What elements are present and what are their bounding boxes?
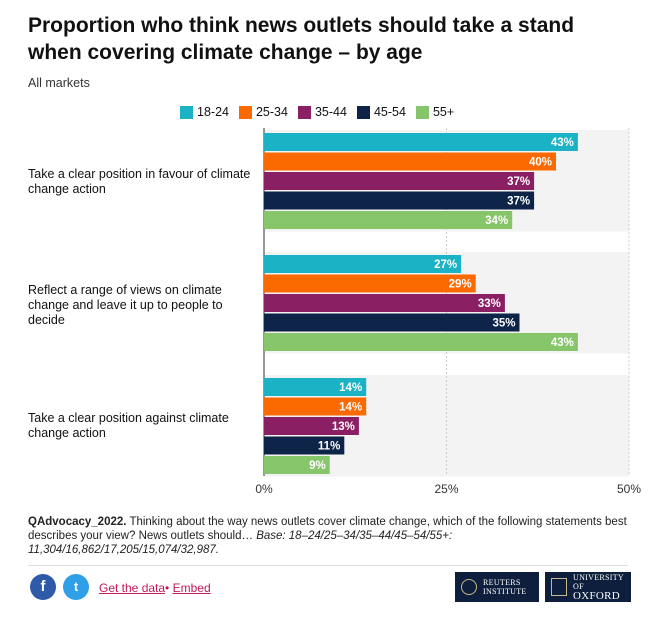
reuters-seal-icon [461,579,477,595]
bar-value-label-2-35-44: 13% [332,421,355,433]
reuters-line2: INSTITUTE [483,587,527,596]
bar-value-label-1-45-54: 35% [492,318,515,330]
legend: 18-24 25-34 35-44 45-54 55+ [180,104,454,120]
legend-item-45-54[interactable]: 45-54 [356,105,406,119]
footnote: QAdvocacy_2022. Thinking about the way n… [28,515,628,557]
get-the-data-link[interactable]: Get the data [99,581,166,595]
footer-links: Get the data• Embed [99,581,211,595]
bar-2-18-24[interactable] [264,378,367,396]
x-tick-label-1: 25% [434,482,458,496]
reuters-line1: REUTERS [483,578,521,587]
bar-0-45-54[interactable] [264,191,535,210]
category-label-favour: Take a clear position in favour of clima… [28,167,251,196]
bar-1-25-34[interactable] [264,274,476,293]
oxford-logo-text: UNIVERSITY OF OXFORD [573,573,625,602]
bar-value-label-1-18-24: 27% [434,259,457,271]
legend-label-35-44: 35-44 [314,105,347,119]
bar-value-label-2-18-24: 14% [339,382,362,394]
chart-title: Proportion who think news outlets should… [28,14,575,64]
bar-value-label-0-18-24: 43% [551,137,574,149]
chart-subtitle: All markets [28,76,90,90]
reuters-institute-logo[interactable]: REUTERS INSTITUTE [455,572,539,602]
legend-swatch-45-54 [356,105,370,119]
embed-link[interactable]: Embed [172,581,211,595]
legend-swatch-18-24 [180,105,193,119]
bar-1-55+[interactable] [264,333,578,351]
legend-label-18-24: 18-24 [197,105,229,119]
bar-0-55+[interactable] [264,211,513,229]
category-label-range: Reflect a range of views on climate chan… [28,283,223,327]
bar-1-45-54[interactable] [264,313,520,332]
link-separator: • [165,581,170,595]
bar-value-label-0-45-54: 37% [507,196,530,208]
legend-swatch-35-44 [297,105,311,119]
bar-0-25-34[interactable] [264,152,556,171]
category-label-against: Take a clear position against climate ch… [28,411,229,440]
legend-item-55-plus[interactable]: 55+ [415,105,455,119]
footnote-question-id: QAdvocacy_2022. [28,516,127,528]
legend-label-55-plus: 55+ [432,105,455,119]
bar-1-18-24[interactable] [264,255,462,273]
bar-value-label-0-25-34: 40% [529,157,552,169]
x-tick-label-2: 50% [617,482,641,496]
bar-chart: 43% 40% 37% 37% 34% 27% 29% 33% 35% 43% 14% 14% 13% 1… [255,128,641,496]
bar-0-35-44[interactable] [264,172,535,190]
twitter-icon[interactable]: t [63,574,89,600]
facebook-icon[interactable]: f [30,574,56,600]
bar-value-label-2-25-34: 14% [339,402,362,414]
bar-2-55+[interactable] [264,456,330,474]
legend-label-45-54: 45-54 [373,105,406,119]
footnote-question-text: Thinking about the way news outlets cove… [28,516,627,542]
bar-2-25-34[interactable] [264,397,367,416]
x-tick-label-0: 0% [255,482,273,496]
footer-divider [28,565,628,566]
footnote-base: Base: 18–24/25–34/35–44/45–54/55+: 11,30… [28,530,453,556]
bar-value-label-1-25-34: 29% [449,279,472,291]
bar-1-35-44[interactable] [264,294,505,312]
legend-swatch-25-34 [238,105,252,119]
bar-value-label-1-35-44: 33% [478,298,501,310]
bar-value-label-0-35-44: 37% [507,176,530,188]
bar-value-label-0-55+: 34% [485,215,508,227]
legend-swatch-55-plus [415,105,429,119]
legend-item-35-44[interactable]: 35-44 [297,105,347,119]
bar-value-label-1-55+: 43% [551,337,574,349]
bar-value-label-2-55+: 9% [309,460,326,472]
bar-2-45-54[interactable] [264,436,345,455]
legend-item-25-34[interactable]: 25-34 [238,105,288,119]
reuters-logo-text: REUTERS INSTITUTE [483,578,527,596]
oxford-line1: UNIVERSITY OF [573,572,624,591]
legend-label-25-34: 25-34 [255,105,288,119]
bar-0-18-24[interactable] [264,133,578,151]
oxford-line2: OXFORD [573,589,621,602]
legend-item-18-24[interactable]: 18-24 [180,105,229,119]
oxford-logo[interactable]: UNIVERSITY OF OXFORD [545,572,631,602]
bar-value-label-2-45-54: 11% [318,441,340,453]
bar-2-35-44[interactable] [264,417,359,435]
oxford-crest-icon [551,578,567,596]
